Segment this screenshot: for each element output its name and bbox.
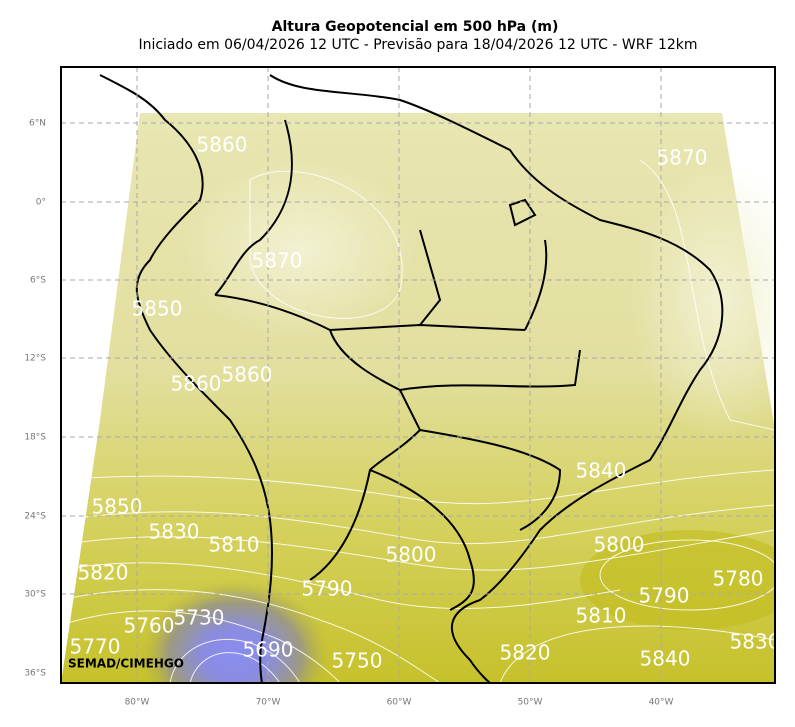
lat-label: 6°S: [30, 276, 46, 286]
credit: SEMAD/CIMEHGO: [68, 657, 184, 671]
contour-label: 5860: [197, 133, 248, 157]
lat-label: 36°S: [24, 669, 46, 679]
contour-label: 5860: [222, 363, 273, 387]
contour-label: 5770: [70, 635, 121, 659]
lat-label: 12°S: [24, 354, 46, 364]
contour: [61, 589, 441, 683]
field-high: [630, 160, 775, 440]
contour-label: 5820: [500, 641, 551, 665]
contour: [599, 539, 775, 611]
contour-label: 5800: [594, 533, 645, 557]
lat-label: 0°: [36, 198, 46, 208]
contour-label: 5730: [174, 606, 225, 630]
lat-label: 30°S: [24, 590, 46, 600]
contour-label: 5690: [243, 638, 294, 662]
lat-label: 6°N: [29, 119, 46, 129]
lat-label: 24°S: [24, 512, 46, 522]
lon-label: 50°W: [518, 698, 543, 708]
contour-label: 5830: [149, 520, 200, 544]
contour-label: 5860: [171, 372, 222, 396]
subtitle: Iniciado em 06/04/2026 12 UTC - Previsão…: [138, 37, 697, 53]
contour-label: 5750: [332, 649, 383, 673]
contour: [61, 529, 775, 571]
contour-label: 5830: [730, 630, 781, 654]
contour-label: 5810: [209, 533, 260, 557]
field-low: [140, 580, 330, 683]
field-high: [180, 160, 420, 340]
contour-label: 5810: [576, 604, 627, 628]
contour-label: 5820: [78, 561, 129, 585]
contour: [249, 170, 403, 319]
contour: [61, 469, 775, 505]
lon-label: 40°W: [649, 698, 674, 708]
contour: [639, 159, 775, 431]
contour-label: 5780: [713, 567, 764, 591]
contour-label: 5790: [302, 577, 353, 601]
contour-label: 5870: [252, 249, 303, 273]
contour-label: 5840: [640, 647, 691, 671]
lon-label: 60°W: [387, 698, 412, 708]
contour: [189, 652, 281, 683]
contour-label: 5790: [639, 584, 690, 608]
contour-label: 5850: [132, 297, 183, 321]
graticule: 6°N 0° 6°S 12°S 18°S 24°S 30°S 36°S 80°W 70°W 60°W…: [24, 67, 775, 708]
contour-label: 5840: [576, 459, 627, 483]
contour: [499, 625, 775, 683]
lon-label: 70°W: [256, 698, 281, 708]
lon-label: 80°W: [125, 698, 150, 708]
coastline: [99, 74, 724, 683]
title: Altura Geopotencial em 500 hPa (m): [272, 19, 559, 35]
contour-label: 5760: [124, 614, 175, 638]
lat-label: 18°S: [24, 433, 46, 443]
contour: [61, 562, 621, 610]
contour-label: 5870: [657, 146, 708, 170]
contour: [169, 638, 301, 683]
contour: [61, 610, 341, 683]
contour-label: 5850: [92, 495, 143, 519]
map-frame: [60, 66, 776, 684]
contour: [61, 504, 775, 545]
contour-label: 5800: [386, 543, 437, 567]
map-area: [61, 74, 775, 683]
